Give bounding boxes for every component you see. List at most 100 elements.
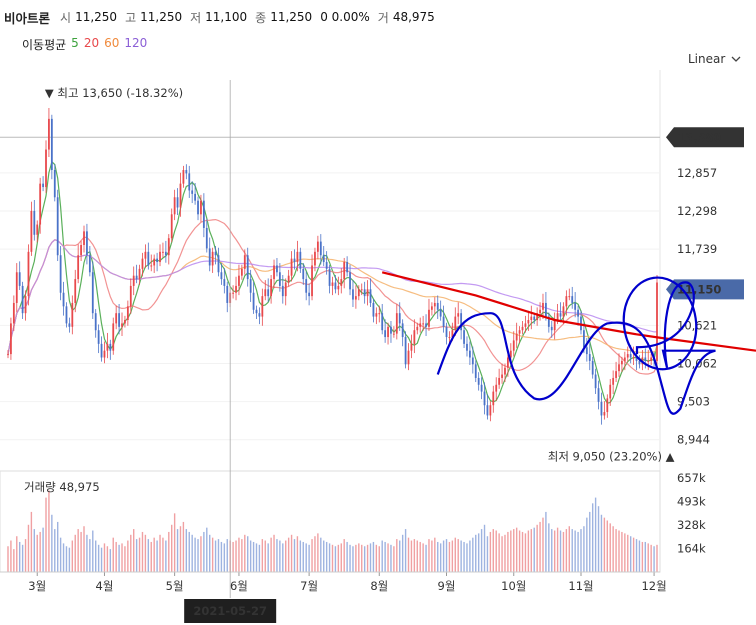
candle-body xyxy=(430,306,433,310)
candle xyxy=(612,370,615,394)
candle-body xyxy=(363,289,366,297)
candle xyxy=(363,281,366,304)
volume-bar xyxy=(293,539,296,572)
volume-bar xyxy=(264,540,266,572)
candle xyxy=(106,332,109,359)
volume-bar xyxy=(428,539,430,572)
candle xyxy=(387,322,389,345)
candle xyxy=(328,264,331,294)
candle xyxy=(267,278,270,302)
candle xyxy=(214,246,217,265)
candle xyxy=(170,208,173,243)
volume-bar xyxy=(33,529,36,572)
candle-body xyxy=(129,285,132,307)
candle-body xyxy=(597,388,600,402)
low-value: 11,100 xyxy=(205,10,248,24)
price-label-text: 13,380 xyxy=(677,130,721,144)
x-tick-label: 10월 xyxy=(501,579,526,593)
candle xyxy=(211,247,214,273)
candle xyxy=(524,315,527,333)
candle xyxy=(71,295,74,335)
volume-bar xyxy=(334,546,337,572)
candle-body xyxy=(223,279,226,286)
volume-bar xyxy=(252,541,255,572)
volume-bar xyxy=(454,537,456,572)
candle xyxy=(357,285,360,301)
candle xyxy=(314,247,316,272)
candle xyxy=(10,317,12,360)
candle-body xyxy=(495,384,498,392)
volume-bar xyxy=(156,540,158,572)
volume-bar xyxy=(328,543,331,572)
candle-body xyxy=(425,323,427,327)
candle xyxy=(585,338,588,362)
candle-body xyxy=(650,357,653,361)
volume-bar xyxy=(179,526,182,572)
volume-bar xyxy=(410,540,413,572)
crosshair-date-label: 2021-05-27 xyxy=(193,604,267,618)
candle xyxy=(80,240,82,262)
candle xyxy=(147,242,150,270)
volume-bar xyxy=(574,530,576,572)
ma120-label[interactable]: 120 xyxy=(124,36,148,50)
candle-body xyxy=(594,374,597,389)
candle xyxy=(618,353,620,377)
candle xyxy=(512,331,515,357)
candle xyxy=(118,303,120,335)
candle xyxy=(162,242,164,258)
candle-body xyxy=(366,289,369,297)
scale-mode-select[interactable]: Linear xyxy=(688,52,741,66)
candle xyxy=(18,261,21,290)
ma5-label[interactable]: 5 xyxy=(71,36,79,50)
volume-bar xyxy=(220,541,223,572)
volume-bar xyxy=(18,541,21,572)
volume-bar xyxy=(621,531,623,572)
volume-bar xyxy=(302,541,304,572)
candle xyxy=(369,278,372,308)
candle-body xyxy=(246,255,249,280)
candle-body xyxy=(562,306,565,317)
candle xyxy=(141,252,144,277)
candle-body xyxy=(176,197,179,208)
volume-bar xyxy=(527,530,530,572)
ma60-label[interactable]: 60 xyxy=(104,36,120,50)
candle-body xyxy=(542,302,544,310)
ma20-label[interactable]: 20 xyxy=(83,36,100,50)
candle xyxy=(287,269,290,287)
volume-bar xyxy=(439,543,442,572)
candle xyxy=(378,305,381,323)
candle xyxy=(392,326,395,338)
candle-body xyxy=(343,262,346,280)
candle xyxy=(202,193,205,238)
candle xyxy=(346,256,349,277)
x-tick-label: 3월 xyxy=(28,579,46,593)
candle xyxy=(7,350,9,359)
candle-body xyxy=(24,296,27,314)
candle-body xyxy=(372,302,375,317)
volume-tick-label: 328k xyxy=(677,518,706,532)
candle xyxy=(308,283,311,306)
candle xyxy=(445,322,448,345)
candle xyxy=(477,372,480,391)
candle xyxy=(179,172,182,217)
moving-average-legend[interactable]: 이동평균 5 20 60 120 xyxy=(22,36,147,53)
candle xyxy=(197,196,199,221)
candle xyxy=(238,264,240,296)
volume-bar xyxy=(144,534,147,572)
volume-bar xyxy=(276,539,278,572)
volume-bar xyxy=(42,527,44,572)
candle-body xyxy=(512,340,515,351)
volume-bar xyxy=(513,529,515,572)
candle xyxy=(457,302,460,325)
candle xyxy=(606,394,609,418)
candle-body xyxy=(249,279,252,293)
candle-body xyxy=(498,377,501,385)
candle-body xyxy=(530,316,533,320)
candle-body xyxy=(504,367,506,375)
volume-bar xyxy=(624,533,626,572)
volume-bar xyxy=(282,543,284,572)
candle xyxy=(191,181,194,204)
volume-bar xyxy=(401,534,404,572)
volume-bar xyxy=(419,541,421,572)
